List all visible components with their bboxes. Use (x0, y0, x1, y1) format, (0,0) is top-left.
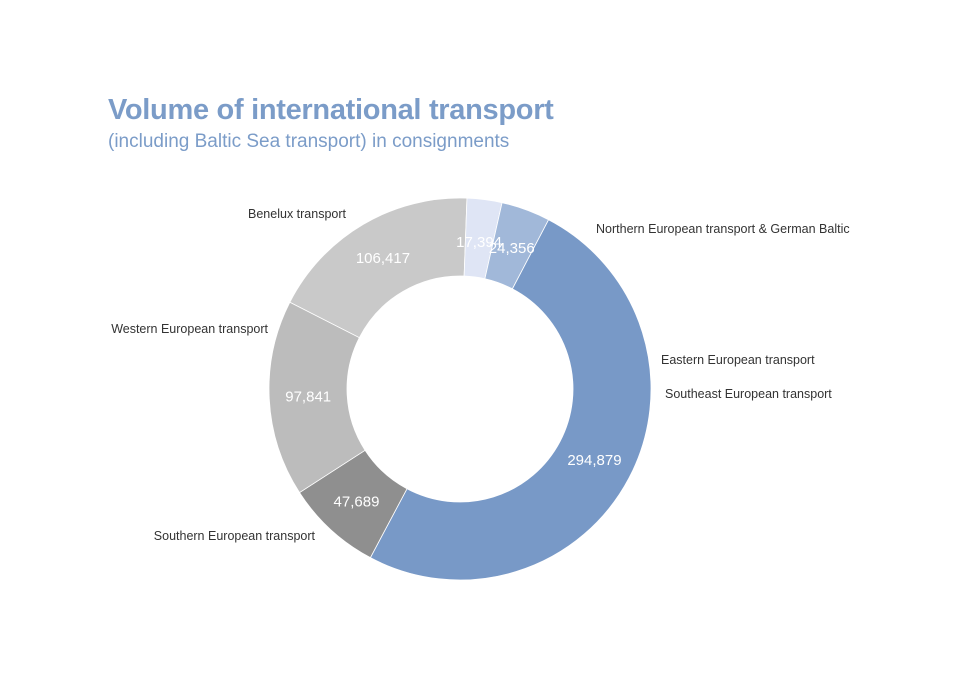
category-label-benelux-transport: Benelux transport (248, 207, 347, 221)
value-label-eastern-european-transport: 17,394 (456, 234, 502, 251)
category-label-southeast-european-transport: Southeast European transport (665, 387, 832, 401)
category-label-northern-european-transport-and-german-baltic: Northern European transport & German Bal… (596, 222, 850, 236)
value-label-northern-european-transport-and-german-baltic: 106,417 (356, 250, 410, 267)
category-label-southern-european-transport: Southern European transport (154, 529, 316, 543)
value-label-western-european-transport: 47,689 (334, 494, 380, 511)
slice-benelux-transport (268, 301, 366, 494)
chart-title: Volume of international transport (108, 94, 554, 126)
value-label-southeast-european-transport: 24,356 (489, 240, 535, 257)
slice-southern-european-transport (369, 219, 652, 581)
category-label-western-european-transport: Western European transport (111, 322, 268, 336)
value-label-southern-european-transport: 294,879 (567, 452, 621, 469)
chart-subtitle: (including Baltic Sea transport) in cons… (108, 131, 510, 152)
category-label-eastern-european-transport: Eastern European transport (661, 353, 815, 367)
value-label-benelux-transport: 97,841 (285, 389, 331, 406)
